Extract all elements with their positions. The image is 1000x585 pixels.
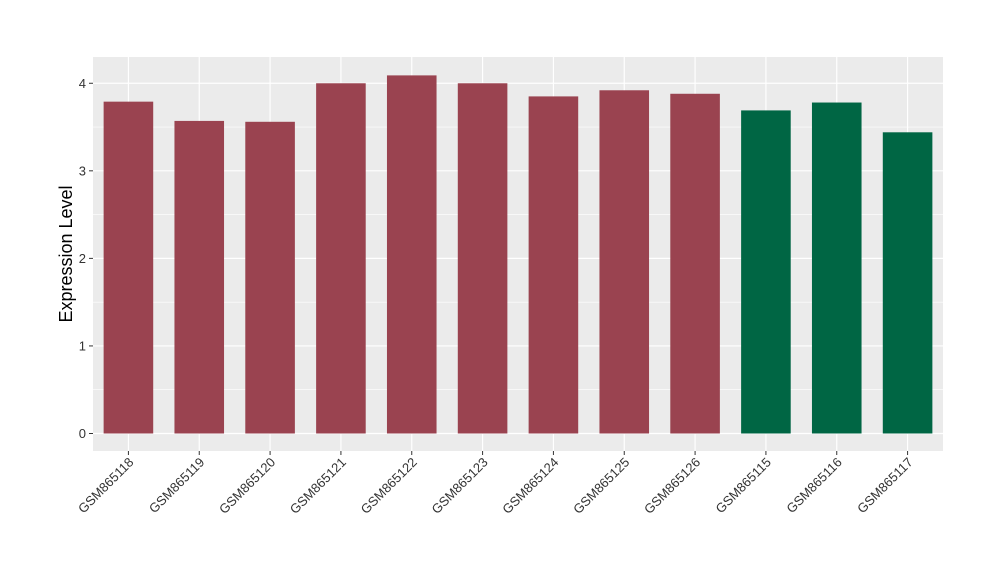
y-tick-label: 0 xyxy=(79,426,86,441)
bar-GSM865120 xyxy=(245,121,295,434)
bars-group xyxy=(103,75,933,434)
y-tick-label: 3 xyxy=(79,163,86,178)
x-tick-label: GSM865122 xyxy=(358,455,420,517)
bar-GSM865118 xyxy=(103,101,154,434)
bar-GSM865125 xyxy=(599,90,650,434)
x-tick-label: GSM865115 xyxy=(712,455,774,517)
minor-gridlines xyxy=(93,126,943,391)
x-tick-label: GSM865126 xyxy=(641,455,703,517)
x-tick-label: GSM865125 xyxy=(570,455,632,517)
bar-GSM865124 xyxy=(528,96,579,434)
x-tick-label: GSM865118 xyxy=(75,455,137,517)
bar-GSM865116 xyxy=(811,102,862,434)
bar-GSM865117 xyxy=(882,132,933,434)
x-tick-label: GSM865121 xyxy=(287,455,349,517)
x-tick-label: GSM865120 xyxy=(216,455,278,517)
x-tick-label: GSM865123 xyxy=(428,455,490,517)
bar-GSM865121 xyxy=(316,83,366,434)
y-tick-label: 2 xyxy=(79,251,86,266)
bar-GSM865115 xyxy=(741,110,791,434)
plot-panel xyxy=(93,57,943,451)
bar-GSM865126 xyxy=(670,93,720,434)
x-tick-label: GSM865119 xyxy=(146,455,208,517)
y-axis-title: Expression Level xyxy=(56,185,76,322)
x-tick-label: GSM865124 xyxy=(499,455,561,517)
y-tick-label: 4 xyxy=(79,76,86,91)
bar-GSM865123 xyxy=(457,83,508,434)
y-axis: 0 1 2 3 4 xyxy=(79,76,93,441)
x-tick-label: GSM865116 xyxy=(783,455,845,517)
x-tick-label: GSM865117 xyxy=(854,455,916,517)
x-axis: GSM865118 GSM865119 GSM865120 GSM865121 GSM8… xyxy=(75,451,916,517)
y-tick-label: 1 xyxy=(79,338,86,353)
bar-GSM865119 xyxy=(174,120,225,434)
bar-GSM865122 xyxy=(386,75,437,434)
